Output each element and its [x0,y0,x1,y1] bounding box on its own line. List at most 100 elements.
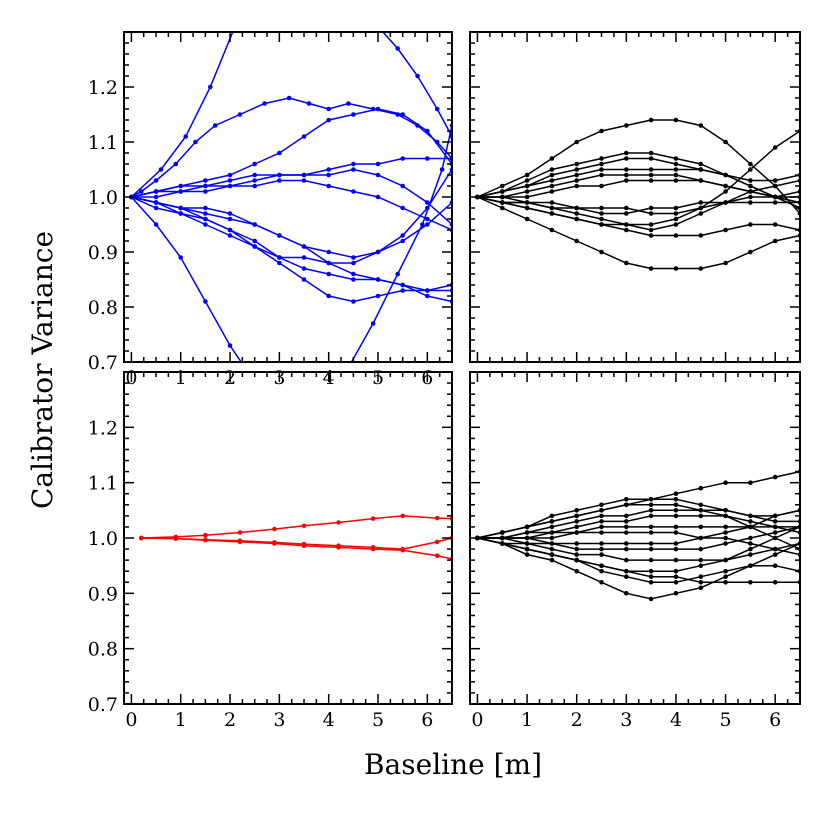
data-point [673,178,679,183]
y-tick-label: 0.7 [88,352,118,374]
data-point [351,260,356,266]
data-point [252,172,257,178]
data-point [772,238,778,244]
data-point [237,539,243,545]
data-point [549,519,555,524]
data-point [227,227,233,233]
data-point [549,227,555,233]
series-line-10 [131,169,452,264]
data-point [772,513,778,519]
data-point [748,519,753,524]
data-point [748,183,753,189]
data-point [698,563,704,568]
data-point [648,178,654,183]
data-point [301,523,307,529]
data-point [375,194,381,200]
data-point [648,546,654,552]
data-point [252,178,257,183]
data-point [748,222,753,227]
data-point [723,260,728,266]
data-point [425,156,430,161]
data-point [648,205,654,211]
data-point [173,161,179,167]
data-point [500,200,505,205]
data-point [698,535,704,541]
data-point [400,238,406,244]
data-point [772,524,778,530]
data-point [420,222,425,227]
series-line-9 [477,526,800,550]
data-point [673,156,679,161]
data-point [400,513,406,519]
panel-top-left: 0 1 2 3 4 5 60.70.80.91.01.11.2 [88,24,453,389]
y-axis-title: Calibrator Variance [26,231,59,509]
series-line-3 [477,504,800,550]
data-point [673,233,679,238]
data-point [434,106,440,112]
data-point [277,150,282,156]
data-point [673,491,679,497]
data-point [772,580,778,585]
data-point [673,497,679,502]
plot-area [475,117,800,271]
data-point [376,24,381,29]
data-point [370,546,376,552]
data-point [549,178,555,183]
data-point [723,513,728,519]
data-point [203,532,208,538]
data-point [648,227,654,233]
data-point [425,293,430,299]
data-point [370,516,376,521]
data-point [351,112,356,117]
data-point [326,293,332,299]
data-point [400,183,406,189]
data-point [549,552,555,557]
data-point [624,123,629,128]
data-point [574,238,579,244]
data-point [524,541,530,546]
y-tick-label: 1.1 [88,473,118,495]
data-point [243,365,248,370]
panel-top-right [469,31,801,363]
y-tick-label: 0.7 [88,694,118,716]
data-point [549,183,555,189]
data-point [599,524,604,530]
series-line-11 [131,196,452,259]
data-point [524,524,530,530]
data-point [748,480,753,486]
data-point [574,557,579,563]
data-point [203,178,208,183]
data-point [277,260,282,266]
data-point [227,216,233,222]
data-point [748,552,753,557]
series-line-14 [381,32,452,137]
data-point [277,172,282,178]
data-point [400,112,406,117]
data-point [351,189,356,194]
tick-marks [124,31,453,363]
x-tick-label: 0 [471,709,483,731]
data-point [178,189,183,194]
data-point [351,277,356,282]
tick-marks [470,371,801,705]
data-point [549,189,555,194]
data-point [648,513,654,519]
data-point [772,145,778,150]
series-line-9 [477,196,800,215]
data-point [624,178,629,183]
data-point [723,530,728,535]
data-point [748,535,753,541]
x-tick-label: 1 [521,709,533,731]
data-point [326,167,332,172]
data-point [748,167,753,172]
data-point [648,233,654,238]
data-point [648,222,654,227]
x-tick-label: 2 [224,709,236,731]
data-point [574,546,579,552]
data-point [574,183,579,189]
data-point [673,568,679,574]
data-point [673,530,679,535]
data-point [624,574,629,579]
series-line-12 [477,196,800,270]
x-tick-label: 2 [571,709,583,731]
